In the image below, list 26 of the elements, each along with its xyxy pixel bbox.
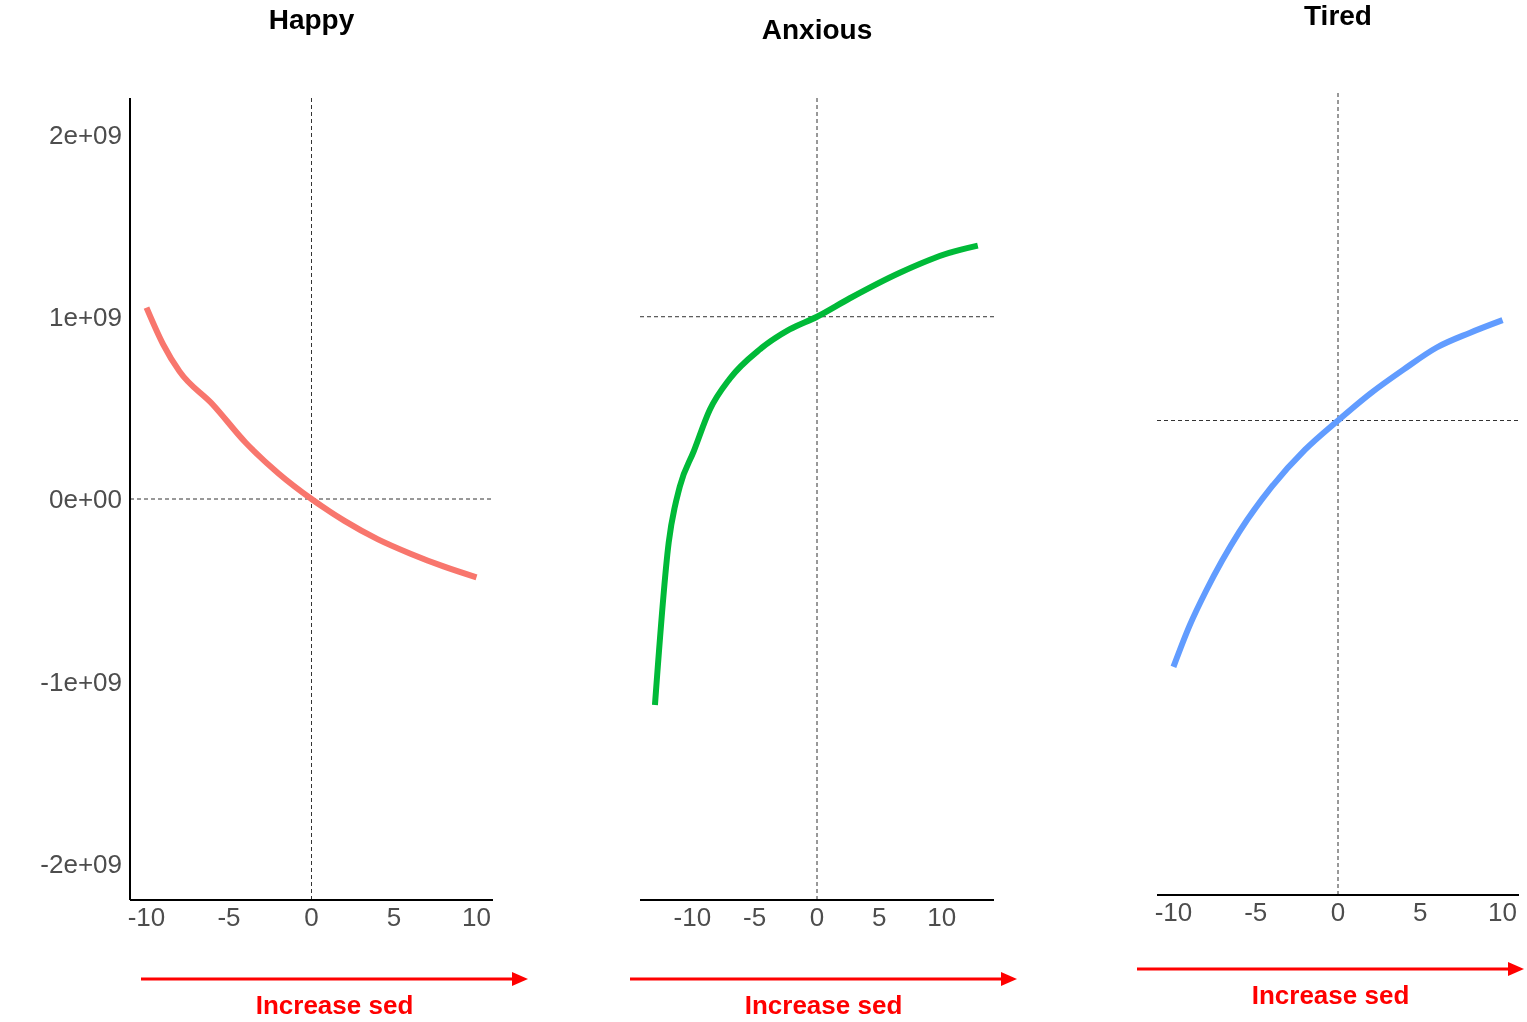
chart-title: Anxious [760,14,874,46]
x-tick-label: 5 [872,902,887,933]
x-tick-label: 0 [304,902,319,933]
y-tick-label: -1e+09 [40,666,122,697]
x-tick-label: -10 [1154,897,1193,928]
x-tick-label: 10 [927,902,957,933]
x-tick-label: -5 [743,902,767,933]
y-tick-label: 1e+09 [48,301,122,332]
x-tick-label: 5 [1413,897,1428,928]
text: Increase sed [743,990,904,1021]
y-tick-label: -2e+09 [40,848,122,879]
text: Increase sed [1250,980,1411,1011]
x-tick-label: -10 [673,902,712,933]
x-tick-label: 10 [1488,897,1518,928]
x-tick-label: 0 [1330,897,1346,928]
x-tick-label: 5 [386,902,402,933]
x-tick-label: 10 [462,902,491,933]
x-tick-label: -10 [127,902,166,933]
y-tick-label: 2e+09 [48,119,122,150]
chart-title: Tired [1303,0,1373,32]
text: Increase sed [254,990,415,1021]
x-tick-label: -5 [217,902,241,933]
x-tick-label: -5 [1244,897,1268,928]
chart-title: Happy [267,4,356,36]
y-tick-label: 0e+00 [48,484,122,515]
x-tick-label: 0 [809,902,825,933]
